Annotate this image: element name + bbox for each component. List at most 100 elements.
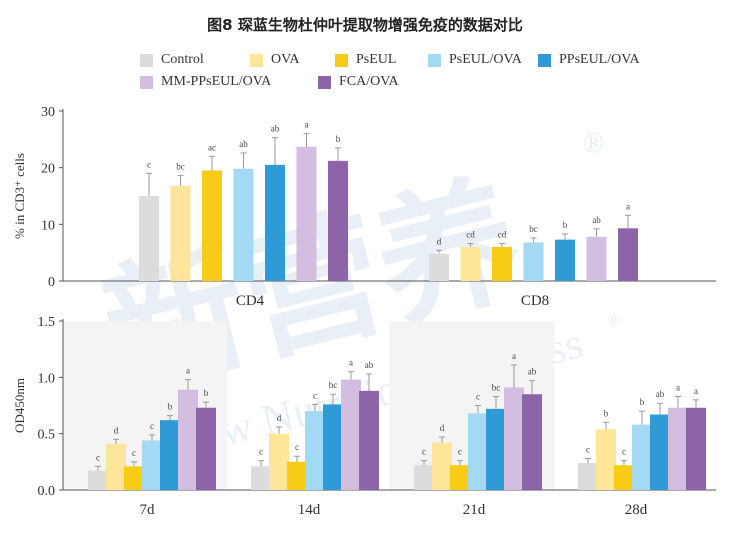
y-tick-label: 20 bbox=[41, 162, 55, 177]
bar bbox=[432, 442, 452, 490]
significance-letter: c bbox=[622, 447, 626, 457]
significance-letter: c bbox=[150, 421, 154, 431]
bar bbox=[323, 404, 343, 490]
legend-item: PsEUL bbox=[335, 52, 396, 68]
x-tick-label: CD8 bbox=[521, 293, 549, 309]
bar bbox=[632, 424, 652, 490]
bar bbox=[139, 196, 159, 281]
significance-letter: b bbox=[604, 408, 609, 418]
legend-label: OVA bbox=[271, 52, 300, 67]
legend-item: FCA/OVA bbox=[318, 74, 399, 90]
x-tick-label: 14d bbox=[298, 502, 321, 518]
bar bbox=[460, 247, 481, 281]
bar bbox=[686, 407, 706, 490]
bar bbox=[287, 461, 307, 490]
bar bbox=[328, 160, 348, 281]
legend-swatch bbox=[428, 53, 441, 67]
bar bbox=[178, 389, 198, 490]
significance-letter: a bbox=[676, 382, 680, 392]
bar bbox=[359, 390, 379, 490]
bar bbox=[305, 411, 325, 490]
x-tick-label: CD4 bbox=[236, 293, 265, 309]
bar bbox=[586, 236, 607, 281]
significance-letter: c bbox=[422, 447, 426, 457]
bar bbox=[124, 466, 144, 490]
significance-letter: ab bbox=[528, 367, 537, 377]
significance-letter: d bbox=[437, 236, 442, 246]
significance-letter: c bbox=[132, 448, 136, 458]
significance-letter: c bbox=[476, 392, 480, 402]
significance-letter: c bbox=[147, 159, 151, 169]
y-tick-label: 10 bbox=[41, 218, 55, 233]
bar bbox=[668, 407, 688, 490]
significance-letter: b bbox=[336, 134, 341, 144]
y-tick-label: 1.0 bbox=[38, 371, 56, 386]
significance-letter: a bbox=[186, 366, 190, 376]
x-tick-label: 7d bbox=[140, 502, 156, 518]
significance-letter: ab bbox=[592, 215, 601, 225]
legend-label: FCA/OVA bbox=[339, 74, 399, 89]
significance-letter: d bbox=[440, 423, 445, 433]
legend-swatch bbox=[140, 75, 153, 89]
bar bbox=[106, 443, 126, 490]
legend-swatch bbox=[538, 53, 551, 67]
legend-label: Control bbox=[161, 52, 204, 67]
bar bbox=[142, 440, 162, 490]
y-tick-label: 1.5 bbox=[38, 315, 56, 330]
bar bbox=[578, 462, 598, 490]
legend-swatch bbox=[140, 53, 153, 67]
significance-letter: c bbox=[313, 390, 317, 400]
significance-letter: b bbox=[168, 402, 173, 412]
significance-letter: cd bbox=[498, 230, 507, 240]
significance-letter: a bbox=[349, 358, 353, 368]
legend-label: PsEUL bbox=[356, 52, 397, 67]
significance-letter: cd bbox=[466, 230, 475, 240]
legend-item: Control bbox=[140, 52, 204, 68]
bar bbox=[88, 470, 108, 490]
significance-letter: d bbox=[277, 413, 282, 423]
bar bbox=[504, 387, 524, 490]
significance-letter: c bbox=[295, 442, 299, 452]
significance-letter: c bbox=[458, 447, 462, 457]
significance-letter: bc bbox=[329, 380, 338, 390]
bar bbox=[341, 379, 361, 490]
y-tick-label: 0.0 bbox=[38, 484, 56, 499]
legend-swatch bbox=[250, 53, 263, 67]
bar bbox=[414, 465, 434, 490]
bar bbox=[596, 429, 616, 490]
bar bbox=[614, 465, 634, 490]
legend-label: PPsEUL/OVA bbox=[559, 52, 640, 67]
bar bbox=[555, 239, 575, 281]
legend-item: MM-PPsEUL/OVA bbox=[140, 74, 271, 90]
bar bbox=[468, 413, 488, 490]
bar bbox=[450, 465, 470, 490]
figure-title: 图8 琛蓝生物杜仲叶提取物增强免疫的数据对比 bbox=[207, 16, 523, 34]
significance-letter: ab bbox=[271, 124, 280, 134]
bar bbox=[522, 394, 542, 490]
significance-letter: c bbox=[96, 452, 100, 462]
significance-letter: b bbox=[204, 388, 209, 398]
legend-item: OVA bbox=[250, 52, 300, 68]
significance-letter: c bbox=[259, 447, 263, 457]
bar bbox=[265, 164, 285, 281]
bar bbox=[492, 247, 512, 281]
significance-letter: a bbox=[694, 386, 698, 396]
legend-item: PPsEUL/OVA bbox=[538, 52, 640, 68]
significance-letter: b bbox=[640, 397, 645, 407]
legend-label: MM-PPsEUL/OVA bbox=[161, 74, 272, 89]
significance-letter: b bbox=[563, 220, 568, 230]
significance-letter: c bbox=[586, 444, 590, 454]
bar bbox=[269, 433, 289, 490]
significance-letter: bc bbox=[529, 224, 538, 234]
bar bbox=[486, 408, 506, 490]
significance-letter: ab bbox=[365, 360, 374, 370]
legend-swatch bbox=[318, 75, 331, 89]
y-tick-label: 0.5 bbox=[38, 428, 56, 443]
significance-letter: d bbox=[114, 425, 119, 435]
x-tick-label: 28d bbox=[625, 502, 648, 518]
significance-letter: bc bbox=[176, 162, 185, 172]
y-tick-label: 30 bbox=[41, 105, 55, 120]
significance-letter: ac bbox=[208, 142, 216, 152]
